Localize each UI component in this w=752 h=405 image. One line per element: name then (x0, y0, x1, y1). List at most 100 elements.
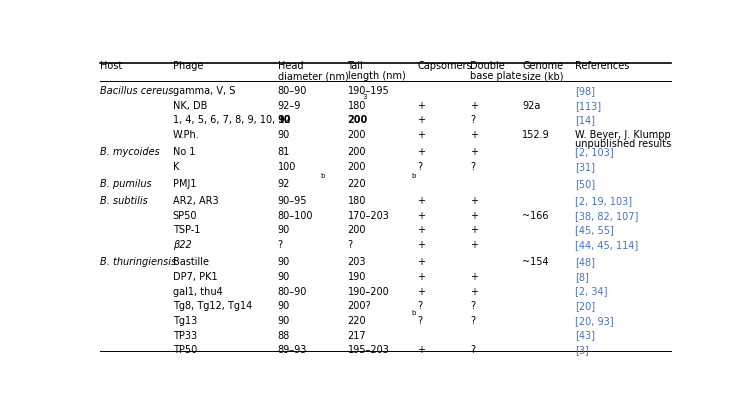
Text: ?: ? (470, 301, 475, 311)
Text: b: b (411, 173, 416, 179)
Text: Genome: Genome (523, 61, 563, 71)
Text: gal1, thu4: gal1, thu4 (173, 287, 223, 296)
Text: [98]: [98] (575, 86, 595, 96)
Text: +: + (417, 226, 426, 235)
Text: unpublished results: unpublished results (575, 139, 671, 149)
Text: Host: Host (100, 61, 122, 71)
Text: 170–203: 170–203 (347, 211, 390, 221)
Text: 80–90: 80–90 (277, 287, 307, 296)
Text: [2, 19, 103]: [2, 19, 103] (575, 196, 632, 206)
Text: +: + (417, 101, 426, 111)
Text: +: + (417, 287, 426, 296)
Text: TSP-1: TSP-1 (173, 226, 200, 235)
Text: Double: Double (470, 61, 505, 71)
Text: 100: 100 (277, 162, 296, 172)
Text: 88: 88 (277, 330, 290, 341)
Text: 190–195: 190–195 (347, 86, 390, 96)
Text: b: b (411, 309, 416, 315)
Text: Phage: Phage (173, 61, 203, 71)
Text: AR2, AR3: AR2, AR3 (173, 196, 218, 206)
Text: B. subtilis: B. subtilis (100, 196, 147, 206)
Text: 81: 81 (277, 147, 290, 157)
Text: 200: 200 (347, 162, 366, 172)
Text: ?: ? (347, 240, 353, 250)
Text: ?: ? (417, 316, 423, 326)
Text: 1, 4, 5, 6, 7, 8, 9, 10, 12: 1, 4, 5, 6, 7, 8, 9, 10, 12 (173, 115, 290, 125)
Text: Capsomers: Capsomers (417, 61, 472, 71)
Text: 180: 180 (347, 196, 366, 206)
Text: 200?: 200? (347, 301, 371, 311)
Text: W. Beyer, J. Klumpp: W. Beyer, J. Klumpp (575, 130, 671, 140)
Text: b: b (320, 173, 324, 179)
Text: [31]: [31] (575, 162, 595, 172)
Text: TP50: TP50 (173, 345, 197, 355)
Text: DP7, PK1: DP7, PK1 (173, 272, 217, 282)
Text: 180: 180 (347, 101, 366, 111)
Text: [48]: [48] (575, 257, 595, 267)
Text: Tg13: Tg13 (173, 316, 197, 326)
Text: 200: 200 (347, 226, 366, 235)
Text: +: + (470, 240, 478, 250)
Text: B. mycoides: B. mycoides (100, 147, 159, 157)
Text: +: + (417, 345, 426, 355)
Text: +: + (417, 257, 426, 267)
Text: 220: 220 (347, 316, 366, 326)
Text: 3: 3 (362, 94, 367, 100)
Text: [50]: [50] (575, 179, 595, 189)
Text: [20, 93]: [20, 93] (575, 316, 614, 326)
Text: 92a: 92a (523, 101, 541, 111)
Text: [2, 34]: [2, 34] (575, 287, 608, 296)
Text: Tail: Tail (347, 61, 363, 71)
Text: ~166: ~166 (523, 211, 549, 221)
Text: ?: ? (470, 162, 475, 172)
Text: +: + (417, 130, 426, 140)
Text: +: + (470, 130, 478, 140)
Text: +: + (470, 211, 478, 221)
Text: [38, 82, 107]: [38, 82, 107] (575, 211, 638, 221)
Text: ?: ? (470, 345, 475, 355)
Text: 90–95: 90–95 (277, 196, 307, 206)
Text: [8]: [8] (575, 272, 589, 282)
Text: NK, DB: NK, DB (173, 101, 207, 111)
Text: +: + (470, 287, 478, 296)
Text: +: + (417, 115, 426, 125)
Text: 190–200: 190–200 (347, 287, 390, 296)
Text: No 1: No 1 (173, 147, 196, 157)
Text: +: + (470, 226, 478, 235)
Text: 89–93: 89–93 (277, 345, 307, 355)
Text: [113]: [113] (575, 101, 601, 111)
Text: ?: ? (417, 301, 423, 311)
Text: ?: ? (470, 115, 475, 125)
Text: [43]: [43] (575, 330, 595, 341)
Text: +: + (417, 147, 426, 157)
Text: [45, 55]: [45, 55] (575, 226, 614, 235)
Text: K: K (173, 162, 179, 172)
Text: +: + (470, 196, 478, 206)
Text: 90: 90 (277, 226, 290, 235)
Text: size (kb): size (kb) (523, 71, 564, 81)
Text: +: + (417, 240, 426, 250)
Text: +: + (470, 147, 478, 157)
Text: [2, 103]: [2, 103] (575, 147, 614, 157)
Text: TP33: TP33 (173, 330, 197, 341)
Text: 200: 200 (347, 115, 368, 125)
Text: [44, 45, 114]: [44, 45, 114] (575, 240, 638, 250)
Text: diameter (nm): diameter (nm) (277, 71, 348, 81)
Text: ?: ? (470, 316, 475, 326)
Text: W.Ph.: W.Ph. (173, 130, 199, 140)
Text: base plate: base plate (470, 71, 521, 81)
Text: +: + (470, 101, 478, 111)
Text: Bacillus cereus: Bacillus cereus (100, 86, 173, 96)
Text: 220: 220 (347, 179, 366, 189)
Text: 92–9: 92–9 (277, 101, 301, 111)
Text: B. pumilus: B. pumilus (100, 179, 151, 189)
Text: +: + (417, 211, 426, 221)
Text: β22: β22 (173, 240, 192, 250)
Text: +: + (417, 196, 426, 206)
Text: 152.9: 152.9 (523, 130, 550, 140)
Text: 90: 90 (277, 316, 290, 326)
Text: 195–203: 195–203 (347, 345, 390, 355)
Text: 90: 90 (277, 301, 290, 311)
Text: SP50: SP50 (173, 211, 197, 221)
Text: [14]: [14] (575, 115, 595, 125)
